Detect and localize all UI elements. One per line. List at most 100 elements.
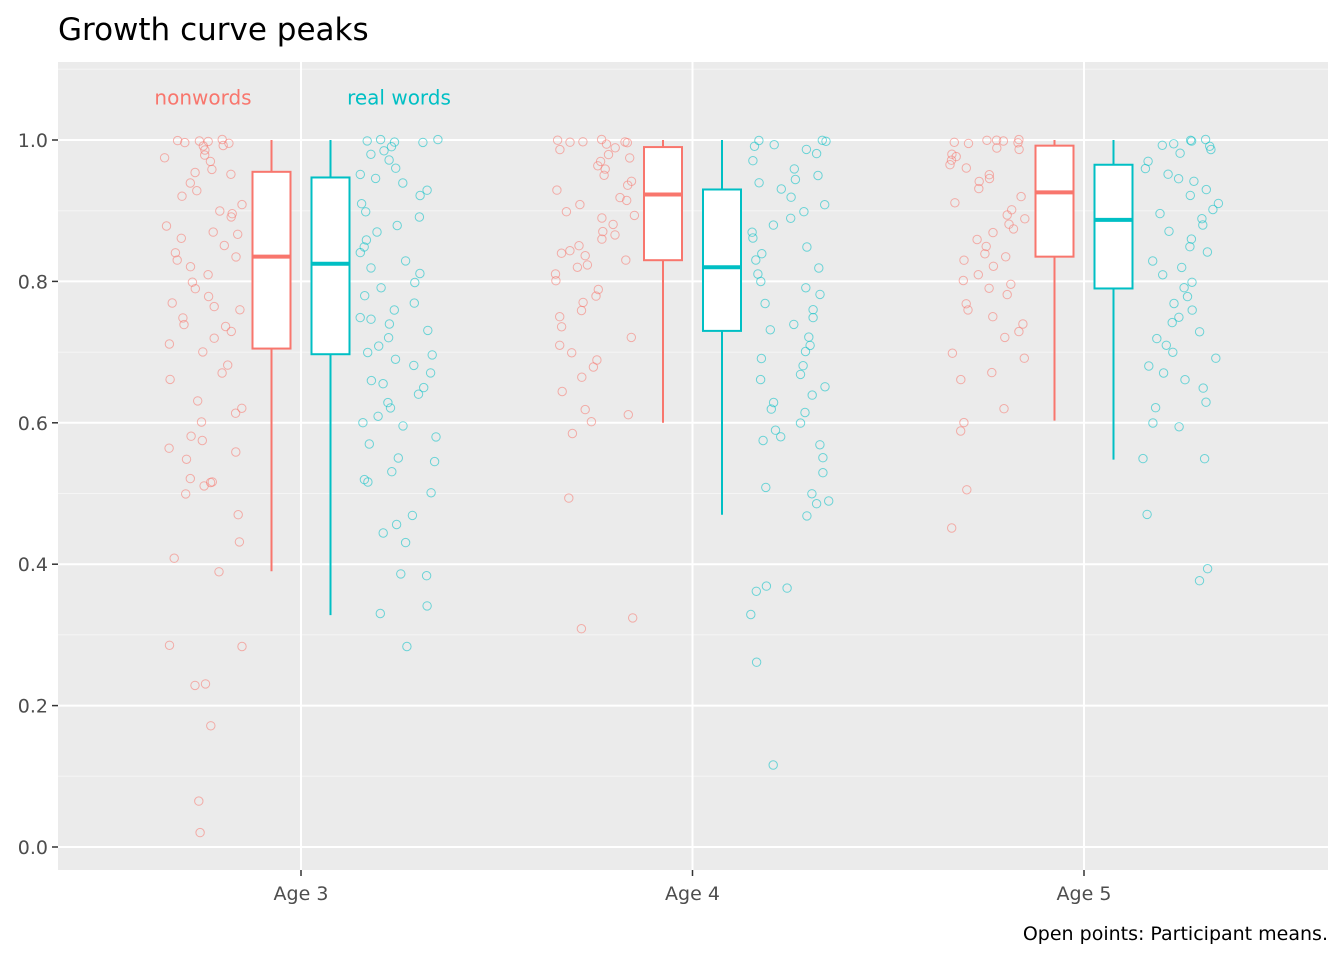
boxplot bbox=[702, 140, 742, 515]
data-point bbox=[599, 170, 609, 181]
data-point bbox=[786, 192, 796, 202]
data-point bbox=[820, 200, 830, 210]
data-point bbox=[1018, 319, 1028, 329]
data-point bbox=[958, 275, 968, 286]
data-point bbox=[973, 270, 983, 280]
data-point bbox=[1142, 509, 1152, 520]
data-point bbox=[821, 136, 831, 147]
data-point bbox=[384, 155, 394, 165]
data-point bbox=[808, 312, 818, 323]
data-point bbox=[576, 305, 587, 316]
data-point bbox=[415, 268, 425, 279]
data-point bbox=[768, 760, 778, 770]
data-point bbox=[555, 144, 565, 155]
data-point bbox=[364, 439, 374, 449]
data-point bbox=[374, 341, 384, 351]
data-point bbox=[1169, 298, 1179, 309]
data-point bbox=[947, 348, 958, 358]
data-point bbox=[552, 135, 563, 145]
data-point bbox=[1002, 289, 1012, 300]
data-point bbox=[376, 283, 386, 293]
data-point bbox=[807, 489, 817, 499]
data-point bbox=[961, 299, 971, 309]
data-point bbox=[576, 624, 587, 634]
data-point bbox=[176, 233, 187, 244]
data-point bbox=[615, 192, 625, 203]
data-point bbox=[1019, 353, 1030, 363]
data-point bbox=[1167, 317, 1177, 328]
data-point bbox=[226, 169, 236, 180]
data-point bbox=[1206, 144, 1216, 155]
data-point bbox=[220, 321, 231, 332]
data-point bbox=[610, 230, 620, 240]
data-point bbox=[235, 305, 245, 315]
data-point bbox=[802, 511, 812, 521]
data-point bbox=[1199, 454, 1210, 464]
data-point bbox=[410, 277, 420, 288]
data-point bbox=[961, 163, 971, 173]
data-point bbox=[193, 396, 203, 406]
data-point bbox=[963, 305, 973, 315]
data-point bbox=[790, 174, 801, 185]
data-point bbox=[1006, 279, 1016, 289]
data-point bbox=[984, 170, 994, 180]
data-point bbox=[190, 680, 200, 691]
data-point bbox=[407, 510, 418, 521]
data-point bbox=[358, 418, 368, 428]
data-point bbox=[363, 347, 373, 358]
data-point bbox=[801, 144, 812, 155]
data-point bbox=[226, 212, 236, 222]
data-point bbox=[370, 173, 381, 184]
x-tick-label: Age 3 bbox=[274, 883, 329, 905]
data-point bbox=[237, 199, 247, 210]
data-point bbox=[621, 255, 631, 265]
data-point bbox=[748, 156, 758, 166]
data-point bbox=[577, 372, 587, 382]
data-point bbox=[387, 467, 397, 477]
data-point bbox=[552, 185, 562, 195]
data-point bbox=[981, 241, 991, 252]
data-point bbox=[361, 207, 371, 217]
data-point bbox=[1161, 340, 1172, 350]
data-point bbox=[572, 262, 583, 272]
data-point bbox=[593, 284, 603, 295]
data-point bbox=[1201, 397, 1211, 407]
boxplot bbox=[1034, 140, 1075, 421]
box-iqr bbox=[251, 170, 292, 350]
data-point bbox=[1013, 138, 1023, 148]
data-point bbox=[1002, 210, 1012, 220]
data-point bbox=[233, 229, 243, 240]
data-point bbox=[177, 191, 187, 201]
data-point bbox=[389, 137, 400, 147]
data-point bbox=[578, 137, 588, 147]
data-point bbox=[185, 473, 196, 484]
data-point bbox=[206, 721, 216, 731]
data-point bbox=[234, 537, 245, 547]
data-point bbox=[798, 361, 808, 371]
data-point bbox=[375, 134, 386, 145]
y-tick-label: 0.2 bbox=[18, 696, 48, 718]
data-point bbox=[384, 319, 395, 329]
data-point bbox=[385, 403, 396, 413]
data-point bbox=[362, 136, 372, 146]
data-point bbox=[355, 247, 365, 258]
data-point bbox=[598, 226, 608, 237]
data-point bbox=[224, 138, 234, 149]
data-point bbox=[194, 796, 204, 806]
box-iqr bbox=[702, 188, 742, 332]
data-point bbox=[1202, 564, 1213, 574]
data-point bbox=[195, 827, 205, 838]
data-point bbox=[386, 142, 397, 152]
data-point bbox=[185, 262, 196, 272]
data-point bbox=[366, 149, 376, 160]
data-point bbox=[747, 227, 757, 237]
data-point bbox=[757, 249, 767, 259]
data-point bbox=[786, 213, 796, 224]
data-point bbox=[1144, 361, 1154, 371]
data-point bbox=[409, 298, 419, 308]
data-point bbox=[356, 199, 367, 209]
data-point bbox=[582, 260, 593, 270]
data-point bbox=[769, 140, 779, 150]
x-tick-label: Age 4 bbox=[665, 883, 720, 905]
y-tick-label: 0.0 bbox=[18, 837, 48, 859]
